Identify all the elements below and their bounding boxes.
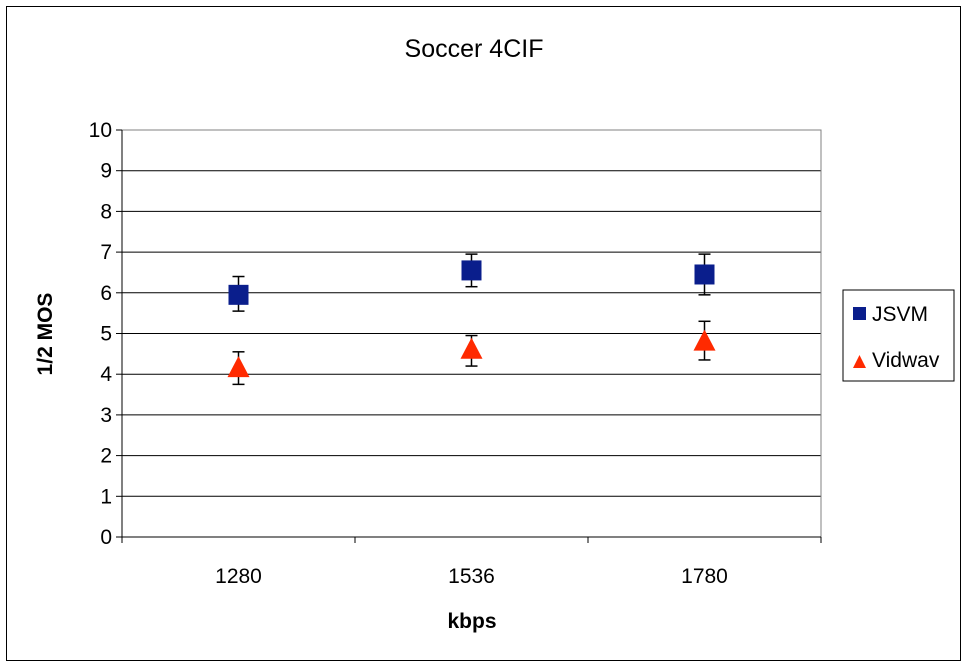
- data-point-vidwav: [460, 337, 483, 359]
- data-point-jsvm: [461, 260, 482, 281]
- y-tick-label: 1: [100, 485, 112, 508]
- data-point-jsvm: [228, 284, 249, 305]
- legend-jsvm-label: JSVM: [872, 303, 928, 326]
- legend-vidwav-marker: [853, 355, 866, 368]
- chart-title: Soccer 4CIF: [405, 35, 544, 63]
- y-tick-label: 8: [100, 200, 112, 223]
- y-tick-label: 4: [100, 363, 112, 386]
- data-point-vidwav: [227, 356, 250, 378]
- gridlines: [122, 129, 821, 497]
- data-point-vidwav: [693, 329, 716, 351]
- legend: JSVM Vidwav: [842, 289, 955, 382]
- y-tick-label: 6: [100, 282, 112, 305]
- y-tick-label: 3: [100, 404, 112, 427]
- y-tick-label: 0: [100, 526, 112, 549]
- x-axis: 1280 1536 1780: [121, 536, 822, 588]
- x-tick-label: 1280: [215, 565, 262, 588]
- series-layer: [227, 253, 716, 386]
- legend-jsvm-marker: [853, 307, 866, 320]
- y-tick-label: 9: [100, 160, 112, 183]
- legend-vidwav-label: Vidwav: [872, 349, 940, 372]
- y-axis-label: 1/2 MOS: [34, 293, 57, 376]
- data-point-jsvm: [694, 264, 715, 285]
- x-tick-label: 1536: [448, 565, 495, 588]
- x-axis-label: kbps: [447, 610, 496, 633]
- x-tick-label: 1780: [681, 565, 728, 588]
- y-tick-label: 10: [89, 119, 112, 142]
- y-tick-label: 5: [100, 323, 112, 346]
- y-tick-label: 2: [100, 445, 112, 468]
- y-tick-label: 7: [100, 241, 112, 264]
- series-jsvm: [228, 253, 715, 312]
- series-vidwav: [227, 320, 716, 386]
- y-axis: 0 1 2 3 4 5 6 7 8 9 10: [89, 119, 123, 549]
